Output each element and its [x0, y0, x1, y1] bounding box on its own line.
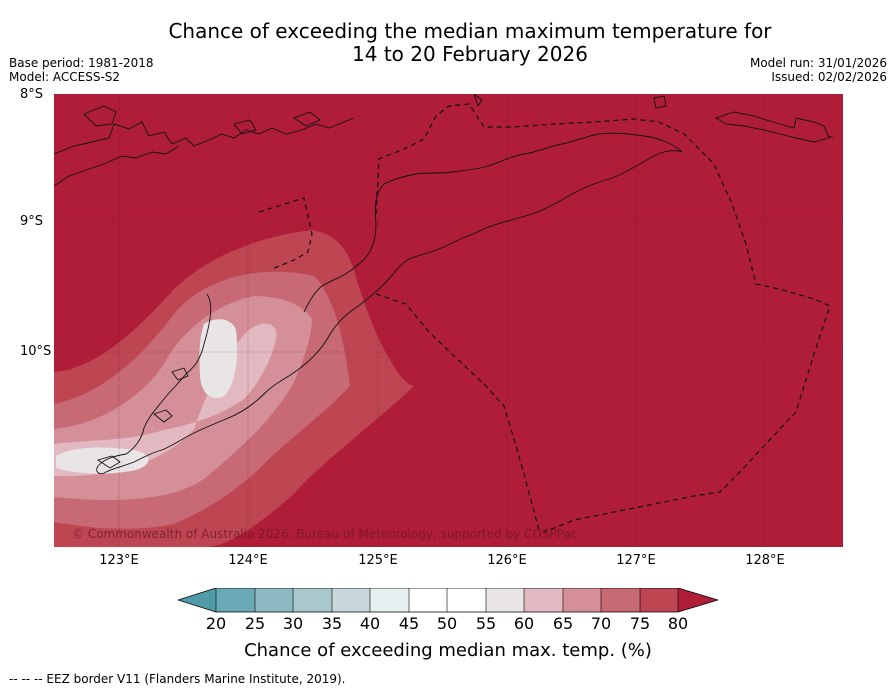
colorbar-tick-45: 45 — [398, 614, 420, 633]
eez-border-south — [375, 293, 541, 535]
meta-left: Base period: 1981-2018 Model: ACCESS-S2 — [9, 56, 154, 84]
meta-right: Model run: 31/01/2026 Issued: 02/02/2026 — [750, 56, 887, 84]
colorbar-dividers — [215, 588, 679, 612]
colorbar-band-20-25 — [216, 588, 255, 612]
coastline-north-islands — [54, 105, 355, 187]
lon-label-125e: 125°E — [358, 553, 398, 568]
model-run: Model run: 31/01/2026 — [749, 56, 887, 70]
lon-label-124e: 124°E — [228, 553, 268, 568]
colorbar-tick-65: 65 — [552, 614, 574, 633]
lat-label-10s: 10°S — [20, 344, 52, 359]
colorbar-tick-30: 30 — [282, 614, 304, 633]
lat-label-9s: 9°S — [20, 214, 44, 229]
colorbar-band-60-65 — [524, 588, 563, 612]
colorbar-tick-50: 50 — [436, 614, 458, 633]
colorbar-band-45-50 — [409, 588, 447, 612]
coastline-alor-islands — [473, 94, 834, 143]
colorbar-band-55-60 — [486, 588, 524, 612]
colorbar-arrow-below-20 — [178, 588, 216, 612]
colorbar-tick-75: 75 — [629, 614, 651, 633]
lon-label-127e: 127°E — [616, 553, 656, 568]
colorbar-band-70-75 — [601, 588, 640, 612]
colorbar-band-30-35 — [293, 588, 332, 612]
probability-band-55-60-inland — [199, 319, 238, 398]
copyright-text: © Commonwealth of Australia 2026, Bureau… — [72, 527, 577, 541]
base-period: Base period: 1981-2018 — [9, 56, 154, 70]
colorbar-band-40-45 — [370, 588, 409, 612]
coastline-timor — [96, 150, 683, 475]
lat-label-8s: 8°S — [20, 87, 44, 102]
coastline-rote-semau — [96, 367, 189, 469]
eez-border-west — [258, 197, 313, 270]
map-title: Chance of exceeding the median maximum t… — [60, 20, 880, 66]
colorbar — [178, 588, 718, 613]
colorbar-tick-35: 35 — [321, 614, 343, 633]
eez-borders — [258, 103, 831, 535]
probability-band-55-60 — [56, 447, 149, 474]
title-line-2: 14 to 20 February 2026 — [352, 42, 588, 66]
colorbar-tick-40: 40 — [359, 614, 381, 633]
colorbar-tick-80: 80 — [667, 614, 689, 633]
colorbar-outline — [178, 588, 718, 613]
colorbar-tick-55: 55 — [475, 614, 497, 633]
colorbar-band-35-40 — [332, 588, 370, 612]
lon-label-126e: 126°E — [487, 553, 527, 568]
colorbar-band-75-80 — [640, 588, 678, 612]
lon-label-123e: 123°E — [99, 553, 139, 568]
map-panel: © Commonwealth of Australia 2026, Bureau… — [54, 94, 843, 547]
colorbar-band-25-30 — [255, 588, 293, 612]
title-line-1: Chance of exceeding the median maximum t… — [168, 19, 772, 43]
colorbar-tick-70: 70 — [590, 614, 612, 633]
colorbar-tick-25: 25 — [244, 614, 266, 633]
colorbar-tick-20: 20 — [205, 614, 227, 633]
colorbar-band-65-70 — [563, 588, 601, 612]
colorbar-band-50-55 — [447, 588, 486, 612]
coastlines — [54, 94, 834, 475]
lon-label-128e: 128°E — [745, 553, 785, 568]
colorbar-tick-60: 60 — [513, 614, 535, 633]
eez-border-timor-leste — [375, 103, 831, 533]
eez-footnote: -- -- -- EEZ border V11 (Flanders Marine… — [9, 672, 346, 686]
model-name: Model: ACCESS-S2 — [9, 70, 121, 84]
issued-date: Issued: 02/02/2026 — [771, 70, 887, 84]
colorbar-arrow-above-80 — [678, 588, 718, 612]
colorbar-label: Chance of exceeding median max. temp. (%… — [244, 640, 652, 661]
coastline-north-timor — [303, 132, 683, 313]
graticule — [54, 94, 843, 547]
